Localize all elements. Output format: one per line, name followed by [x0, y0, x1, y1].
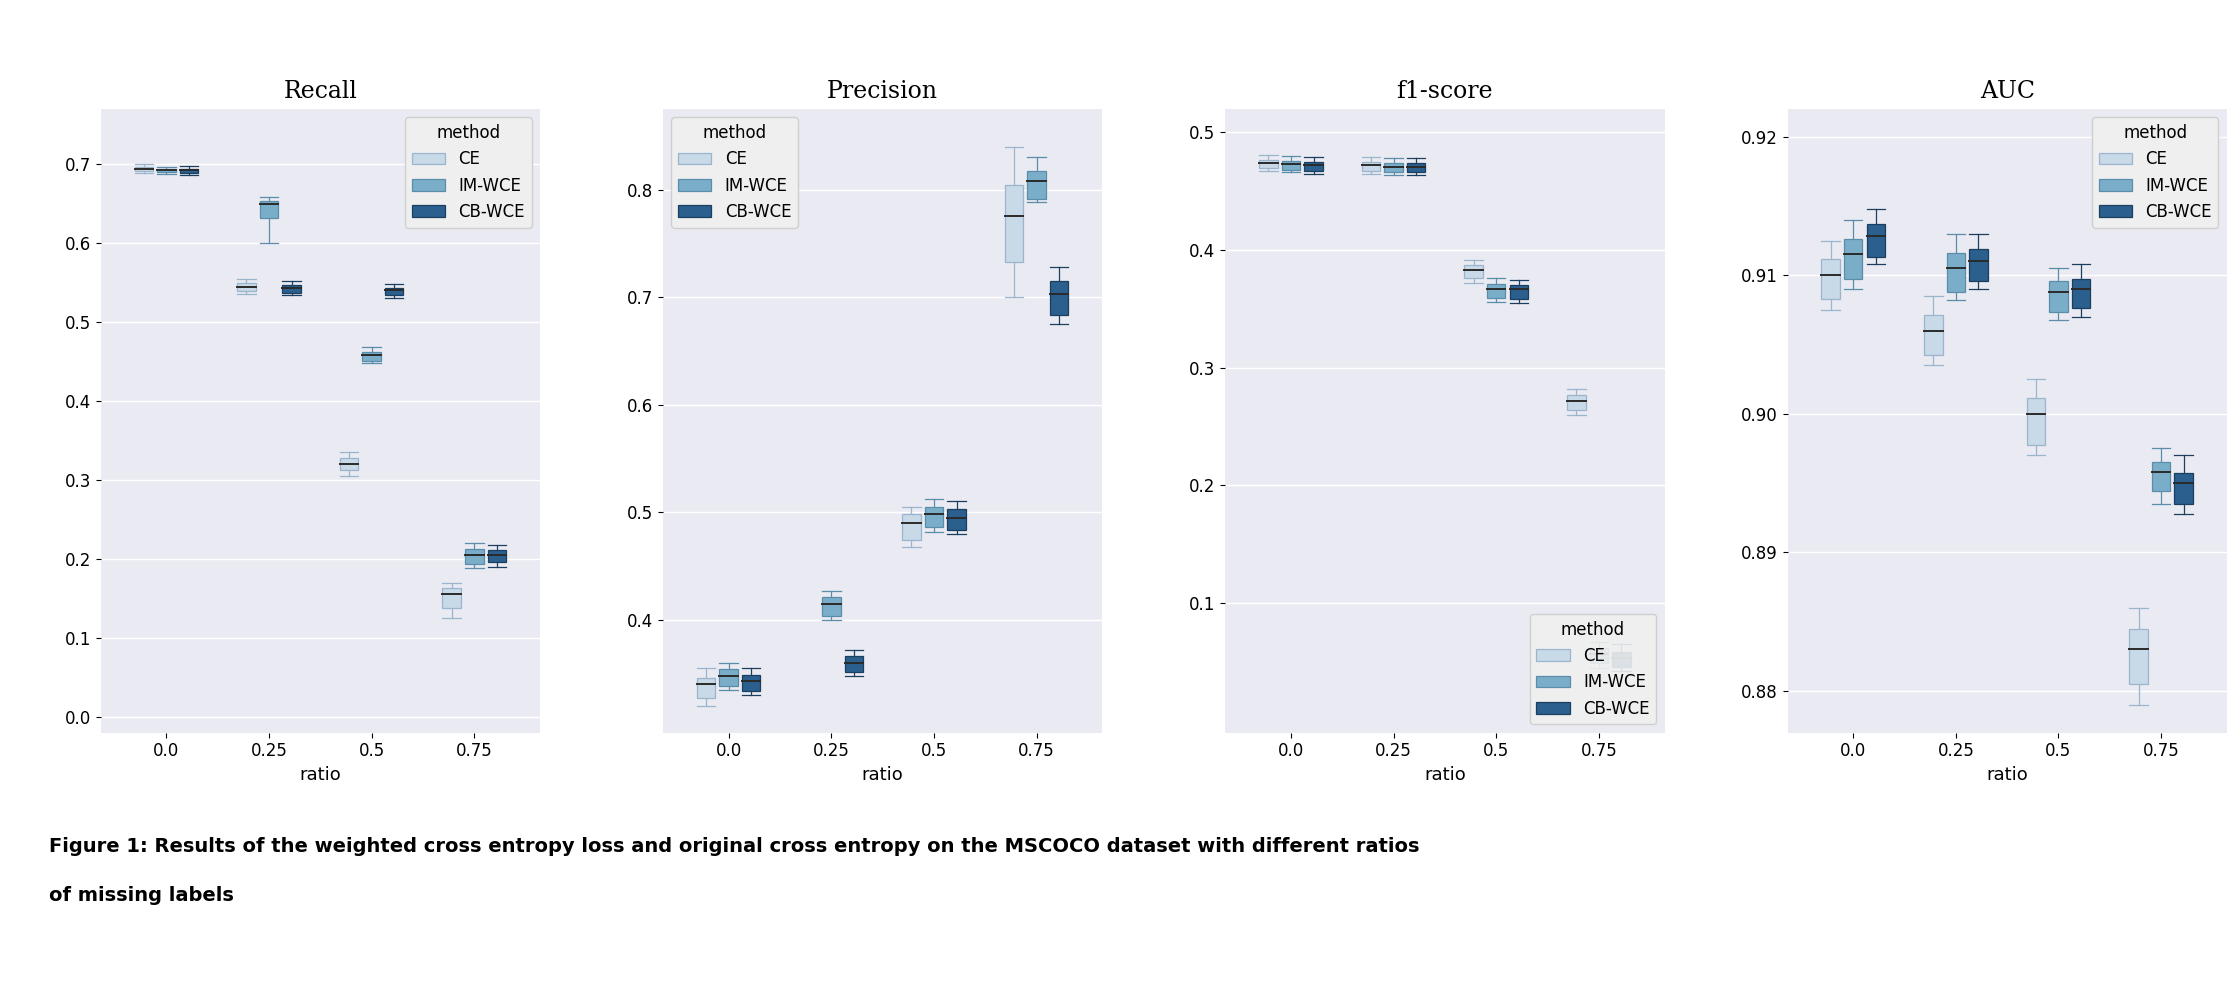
Bar: [260, 201, 278, 218]
Bar: [1925, 315, 1943, 355]
Bar: [1305, 161, 1323, 170]
Bar: [1511, 285, 1529, 299]
Bar: [1866, 224, 1884, 256]
Text: of missing labels: of missing labels: [49, 886, 235, 905]
Bar: [902, 515, 920, 540]
X-axis label: ratio: ratio: [300, 766, 340, 784]
Bar: [1969, 248, 1987, 281]
Bar: [1822, 259, 1840, 300]
Bar: [488, 549, 506, 562]
Bar: [2028, 398, 2046, 445]
Bar: [1385, 163, 1403, 172]
Title: Recall: Recall: [284, 80, 358, 103]
Bar: [1361, 161, 1381, 171]
Title: Precision: Precision: [828, 80, 938, 103]
X-axis label: ratio: ratio: [862, 766, 904, 784]
Bar: [2153, 461, 2171, 491]
Bar: [443, 588, 461, 608]
Bar: [696, 678, 716, 698]
Title: f1-score: f1-score: [1397, 80, 1493, 103]
X-axis label: ratio: ratio: [1423, 766, 1466, 784]
Bar: [1464, 265, 1484, 278]
Bar: [1005, 185, 1023, 262]
Bar: [844, 656, 864, 672]
Bar: [157, 169, 175, 172]
Bar: [821, 597, 841, 616]
Bar: [1844, 240, 1862, 278]
Bar: [2175, 473, 2193, 504]
Bar: [924, 507, 942, 527]
Bar: [1589, 648, 1609, 663]
Bar: [2072, 278, 2090, 309]
Bar: [385, 288, 403, 295]
Legend: CE, IM-WCE, CB-WCE: CE, IM-WCE, CB-WCE: [405, 117, 533, 228]
X-axis label: ratio: ratio: [1987, 766, 2028, 784]
Bar: [179, 168, 199, 173]
Legend: CE, IM-WCE, CB-WCE: CE, IM-WCE, CB-WCE: [2093, 117, 2218, 228]
Text: Figure 1: Results of the weighted cross entropy loss and original cross entropy : Figure 1: Results of the weighted cross …: [49, 837, 1419, 855]
Bar: [2128, 629, 2148, 684]
Bar: [1027, 171, 1045, 199]
Bar: [718, 669, 739, 686]
Bar: [1282, 160, 1300, 169]
Bar: [340, 457, 358, 470]
Bar: [363, 352, 380, 360]
Legend: CE, IM-WCE, CB-WCE: CE, IM-WCE, CB-WCE: [671, 117, 797, 228]
Bar: [1567, 395, 1585, 410]
Bar: [1050, 281, 1068, 315]
Bar: [743, 675, 761, 691]
Bar: [2050, 281, 2068, 312]
Bar: [799, 929, 817, 946]
Bar: [1947, 253, 1965, 292]
Bar: [1611, 652, 1632, 666]
Bar: [282, 285, 300, 293]
Bar: [1260, 160, 1278, 168]
Bar: [1486, 284, 1506, 298]
Bar: [466, 549, 483, 564]
Title: AUC: AUC: [1981, 80, 2034, 103]
Bar: [134, 167, 152, 171]
Legend: CE, IM-WCE, CB-WCE: CE, IM-WCE, CB-WCE: [1531, 614, 1656, 725]
Bar: [1408, 163, 1426, 172]
Bar: [947, 510, 967, 530]
Bar: [237, 283, 255, 291]
